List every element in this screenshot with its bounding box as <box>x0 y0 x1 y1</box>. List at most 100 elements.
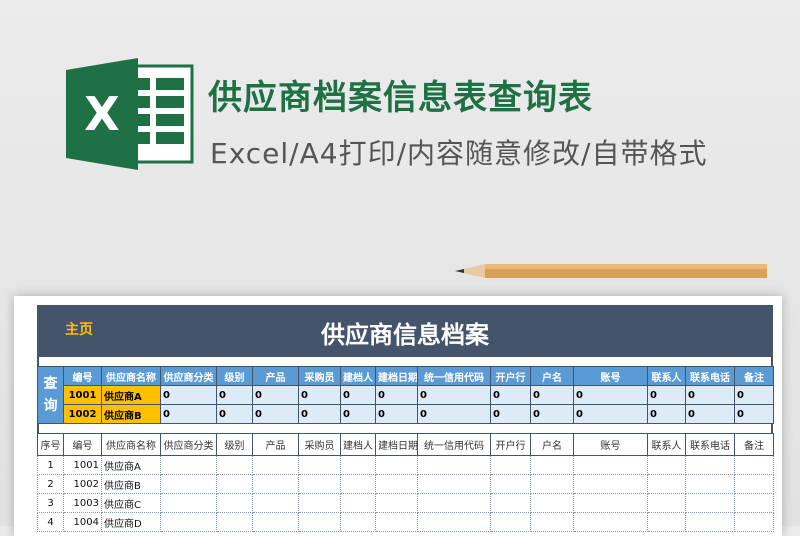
spreadsheet: 主页 供应商信息档案 查询编号 供应商名称 供应商分类 级别 产品 采购员 建档人 建档日期统… <box>37 305 774 532</box>
column-header: 编号 <box>63 433 102 456</box>
query-cell: 0 <box>417 385 491 405</box>
table-cell[interactable] <box>734 493 774 513</box>
table-cell[interactable]: 4 <box>37 512 64 532</box>
table-cell[interactable] <box>530 512 574 532</box>
table-cell[interactable]: 1003 <box>63 493 102 513</box>
column-header: 户名 <box>530 433 574 456</box>
table-cell[interactable] <box>252 455 299 475</box>
table-cell[interactable] <box>160 512 217 532</box>
table-cell[interactable] <box>298 493 341 513</box>
table-cell[interactable] <box>685 455 735 475</box>
table-row: 2 1002 供应商B <box>37 474 774 494</box>
table-cell[interactable] <box>375 474 418 494</box>
table-cell[interactable]: 3 <box>37 493 64 513</box>
query-cell: 0 <box>160 404 217 424</box>
table-cell[interactable] <box>685 493 735 513</box>
query-column-header: 采购员 <box>298 366 341 386</box>
table-cell[interactable] <box>340 493 376 513</box>
table-cell[interactable]: 2 <box>37 474 64 494</box>
table-cell[interactable] <box>216 455 253 475</box>
table-cell[interactable] <box>490 493 531 513</box>
table-row: 4 1004 供应商D <box>37 512 774 532</box>
table-cell[interactable] <box>216 512 253 532</box>
home-link[interactable]: 主页 <box>65 322 93 338</box>
table-cell[interactable]: 供应商A <box>101 455 161 475</box>
table-cell[interactable]: 1001 <box>63 455 102 475</box>
table-cell[interactable] <box>216 474 253 494</box>
query-cell: 0 <box>647 385 686 405</box>
query-cell: 0 <box>340 404 376 424</box>
table-row: 3 1003 供应商C <box>37 493 774 513</box>
query-cell: 0 <box>216 385 253 405</box>
table-cell[interactable] <box>647 455 686 475</box>
table-cell[interactable] <box>252 493 299 513</box>
table-cell[interactable] <box>216 493 253 513</box>
table-cell[interactable] <box>573 493 648 513</box>
table-cell[interactable] <box>490 512 531 532</box>
table-cell[interactable]: 1002 <box>63 474 102 494</box>
query-cell: 0 <box>530 385 574 405</box>
column-header: 账号 <box>573 433 648 456</box>
table-cell[interactable] <box>340 512 376 532</box>
table-cell[interactable] <box>417 512 491 532</box>
table-cell[interactable] <box>685 512 735 532</box>
table-cell[interactable] <box>530 493 574 513</box>
query-column-header: 建档人 <box>340 366 376 386</box>
table-cell[interactable] <box>490 474 531 494</box>
table-cell[interactable] <box>647 493 686 513</box>
query-cell: 0 <box>252 404 299 424</box>
table-cell[interactable] <box>530 455 574 475</box>
table-cell[interactable]: 供应商B <box>101 474 161 494</box>
table-cell[interactable] <box>252 474 299 494</box>
column-header: 供应商名称 <box>101 433 161 456</box>
table-cell[interactable] <box>573 512 648 532</box>
excel-logo-icon: X <box>66 58 194 170</box>
main-header-row: 序号 编号 供应商名称 供应商分类 级别 产品 采购员 建档人 建档日期 统一信用代码 开户行 户名账… <box>37 433 774 456</box>
table-cell[interactable] <box>685 474 735 494</box>
table-cell[interactable] <box>160 474 217 494</box>
table-cell[interactable] <box>647 474 686 494</box>
query-column-header: 供应商名称 <box>101 366 161 386</box>
query-id-input[interactable]: 1002 <box>63 404 102 424</box>
table-cell[interactable]: 1004 <box>63 512 102 532</box>
table-cell[interactable]: 1 <box>37 455 64 475</box>
column-header: 统一信用代码 <box>417 433 491 456</box>
table-cell[interactable] <box>573 474 648 494</box>
query-cell: 0 <box>685 385 735 405</box>
query-cell: 0 <box>375 385 418 405</box>
query-cell: 0 <box>530 404 574 424</box>
table-cell[interactable] <box>490 455 531 475</box>
table-cell[interactable] <box>417 455 491 475</box>
table-cell[interactable] <box>573 455 648 475</box>
column-header: 供应商分类 <box>160 433 217 456</box>
table-cell[interactable] <box>160 455 217 475</box>
query-id-input[interactable]: 1001 <box>63 385 102 405</box>
table-cell[interactable] <box>417 474 491 494</box>
table-cell[interactable] <box>417 493 491 513</box>
table-cell[interactable]: 供应商D <box>101 512 161 532</box>
svg-text:X: X <box>84 87 119 141</box>
table-cell[interactable]: 供应商C <box>101 493 161 513</box>
table-cell[interactable] <box>734 455 774 475</box>
table-cell[interactable] <box>375 455 418 475</box>
column-header: 序号 <box>37 433 64 456</box>
table-cell[interactable] <box>734 512 774 532</box>
table-cell[interactable] <box>298 455 341 475</box>
table-cell[interactable] <box>340 474 376 494</box>
table-cell[interactable] <box>160 493 217 513</box>
table-cell[interactable] <box>252 512 299 532</box>
column-header: 级别 <box>216 433 253 456</box>
query-label: 查询 <box>37 366 64 424</box>
table-cell[interactable] <box>375 512 418 532</box>
table-cell[interactable] <box>298 474 341 494</box>
table-cell[interactable] <box>530 474 574 494</box>
query-column-header: 统一信用代码 <box>417 366 491 386</box>
table-cell[interactable] <box>647 512 686 532</box>
query-cell: 0 <box>647 404 686 424</box>
query-header-row: 查询编号 供应商名称 供应商分类 级别 产品 采购员 建档人 建档日期 统一信用代码 开户行 户名账… <box>37 366 774 424</box>
table-cell[interactable] <box>375 493 418 513</box>
table-cell[interactable] <box>340 455 376 475</box>
query-cell: 0 <box>734 404 774 424</box>
table-cell[interactable] <box>734 474 774 494</box>
table-cell[interactable] <box>298 512 341 532</box>
